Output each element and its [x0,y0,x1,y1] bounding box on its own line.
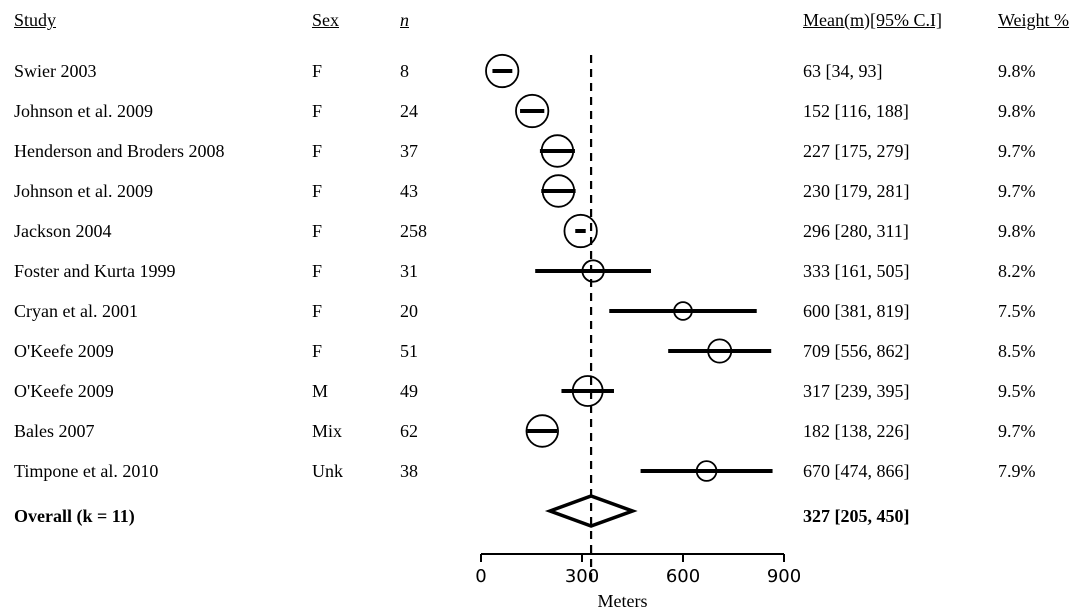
sex-value: F [312,261,323,281]
study-name: Johnson et al. 2009 [14,181,153,201]
study-name: Timpone et al. 2010 [14,461,159,481]
study-name: Foster and Kurta 1999 [14,261,176,281]
header-weight: Weight % [998,10,1070,30]
mean-marker [707,338,733,364]
header-mean-ci: Mean(m)[95% C.I] [803,10,942,30]
study-name: Cryan et al. 2001 [14,301,138,321]
mean-ci-value: 152 [116, 188] [803,101,909,121]
mean-ci-value: 230 [179, 281] [803,181,910,201]
n-value: 258 [400,221,427,241]
mean-ci-value: 182 [138, 226] [803,421,910,441]
n-value: 51 [400,341,418,361]
mean-marker [695,460,718,482]
mean-marker [563,213,598,249]
sex-value: F [312,141,323,161]
weight-value: 8.5% [998,341,1036,361]
mean-ci-value: 600 [381, 819] [803,301,910,321]
mean-marker [581,259,605,283]
n-value: 49 [400,381,418,401]
n-value: 43 [400,181,418,201]
overall-label: Overall (k = 11) [14,506,135,526]
n-value: 37 [400,141,418,161]
study-name: Jackson 2004 [14,221,112,241]
study-name: Johnson et al. 2009 [14,101,153,121]
sex-value: M [312,381,329,401]
mean-ci-value: 296 [280, 311] [803,221,909,241]
overall-mean-ci: 327 [205, 450] [803,506,910,526]
mean-ci-value: 709 [556, 862] [803,341,910,361]
n-value: 31 [400,261,418,281]
n-value: 20 [400,301,418,321]
weight-value: 9.8% [998,61,1036,81]
study-name: O'Keefe 2009 [14,341,114,361]
mean-marker [525,414,559,448]
mean-ci-value: 333 [161, 505] [803,261,910,281]
x-axis-tick-label: 900 [767,566,801,587]
n-value: 24 [400,101,418,121]
header-sex: Sex [312,10,339,30]
mean-marker [515,93,550,129]
mean-ci-value: 670 [474, 866] [803,461,910,481]
sex-value: F [312,61,323,81]
header-n: n [400,10,409,30]
x-axis-tick-label: 600 [666,566,700,587]
header-study: Study [14,10,57,30]
weight-value: 7.9% [998,461,1036,481]
overall-diamond [544,494,638,528]
x-axis-title: Meters [598,591,648,611]
n-value: 38 [400,461,418,481]
study-name: O'Keefe 2009 [14,381,114,401]
x-axis-tick-label: 300 [565,566,599,587]
weight-value: 7.5% [998,301,1036,321]
mean-marker [485,53,520,89]
sex-value: Unk [312,461,343,481]
x-axis-tick-label: 0 [475,566,486,587]
mean-marker [673,301,693,321]
weight-value: 9.7% [998,181,1036,201]
weight-value: 9.7% [998,421,1036,441]
study-name: Swier 2003 [14,61,97,81]
mean-marker [540,134,575,168]
mean-ci-value: 63 [34, 93] [803,61,883,81]
study-name: Bales 2007 [14,421,95,441]
weight-value: 9.7% [998,141,1036,161]
sex-value: F [312,101,323,121]
mean-ci-value: 317 [239, 395] [803,381,910,401]
n-value: 62 [400,421,418,441]
sex-value: F [312,301,323,321]
mean-marker [541,174,576,208]
weight-value: 9.5% [998,381,1036,401]
study-name: Henderson and Broders 2008 [14,141,225,161]
weight-value: 9.8% [998,101,1036,121]
sex-value: F [312,341,323,361]
n-value: 8 [400,61,409,81]
weight-value: 8.2% [998,261,1036,281]
sex-value: F [312,221,323,241]
mean-ci-value: 227 [175, 279] [803,141,910,161]
sex-value: Mix [312,421,343,441]
weight-value: 9.8% [998,221,1036,241]
mean-marker [571,375,604,407]
sex-value: F [312,181,323,201]
